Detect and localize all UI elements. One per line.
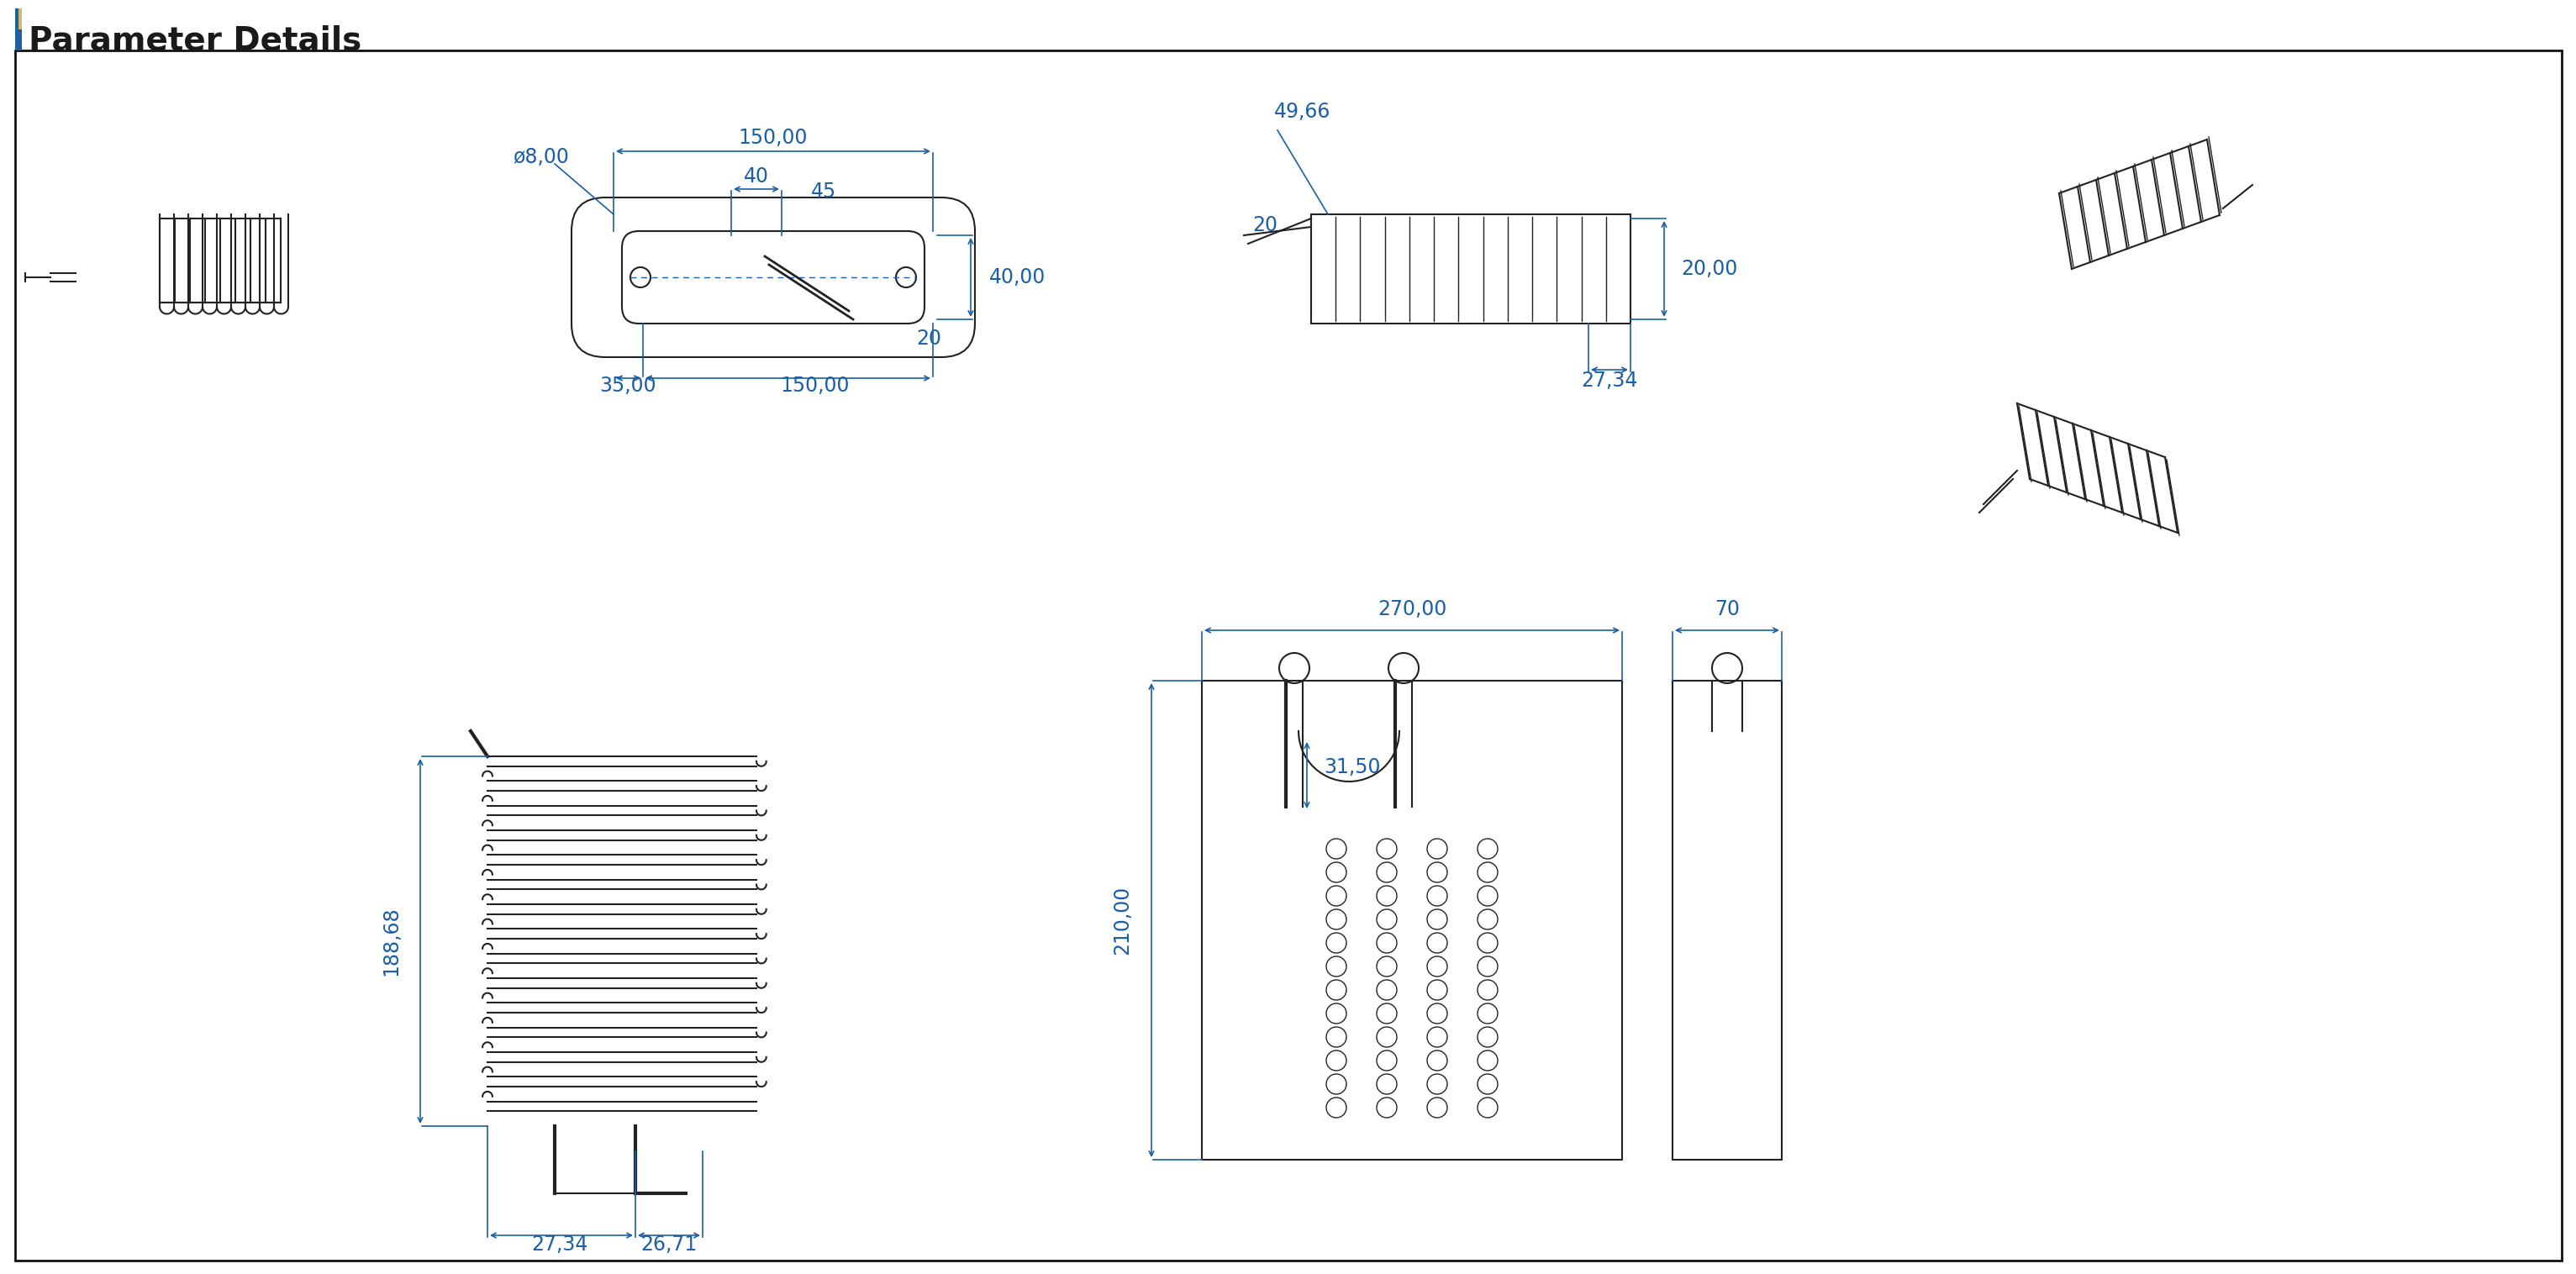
Text: 26,71: 26,71 xyxy=(641,1235,698,1255)
Text: 45: 45 xyxy=(811,181,837,201)
Text: 150,00: 150,00 xyxy=(781,376,850,396)
Text: 27,34: 27,34 xyxy=(531,1235,587,1255)
Text: 27,34: 27,34 xyxy=(1582,371,1638,391)
Text: 70: 70 xyxy=(1716,599,1739,619)
Text: 188,68: 188,68 xyxy=(381,907,402,976)
Text: 40,00: 40,00 xyxy=(989,268,1046,288)
Text: 150,00: 150,00 xyxy=(739,127,809,148)
Bar xyxy=(1203,680,1623,1159)
Text: 20: 20 xyxy=(1252,215,1278,236)
Text: 35,00: 35,00 xyxy=(600,376,657,396)
Bar xyxy=(15,9,18,51)
Text: 31,50: 31,50 xyxy=(1324,757,1381,777)
Bar xyxy=(15,9,18,51)
Text: 210,00: 210,00 xyxy=(1113,885,1131,954)
Text: 49,66: 49,66 xyxy=(1275,102,1332,122)
Bar xyxy=(1672,680,1783,1159)
Text: 20,00: 20,00 xyxy=(1682,259,1739,279)
Text: ø8,00: ø8,00 xyxy=(513,147,569,167)
Text: 270,00: 270,00 xyxy=(1378,599,1448,619)
Bar xyxy=(18,9,21,29)
Bar xyxy=(18,29,21,51)
Text: 20: 20 xyxy=(917,329,940,349)
Text: Parameter Details: Parameter Details xyxy=(28,24,361,56)
Bar xyxy=(1311,214,1631,324)
Text: 40: 40 xyxy=(744,167,770,186)
